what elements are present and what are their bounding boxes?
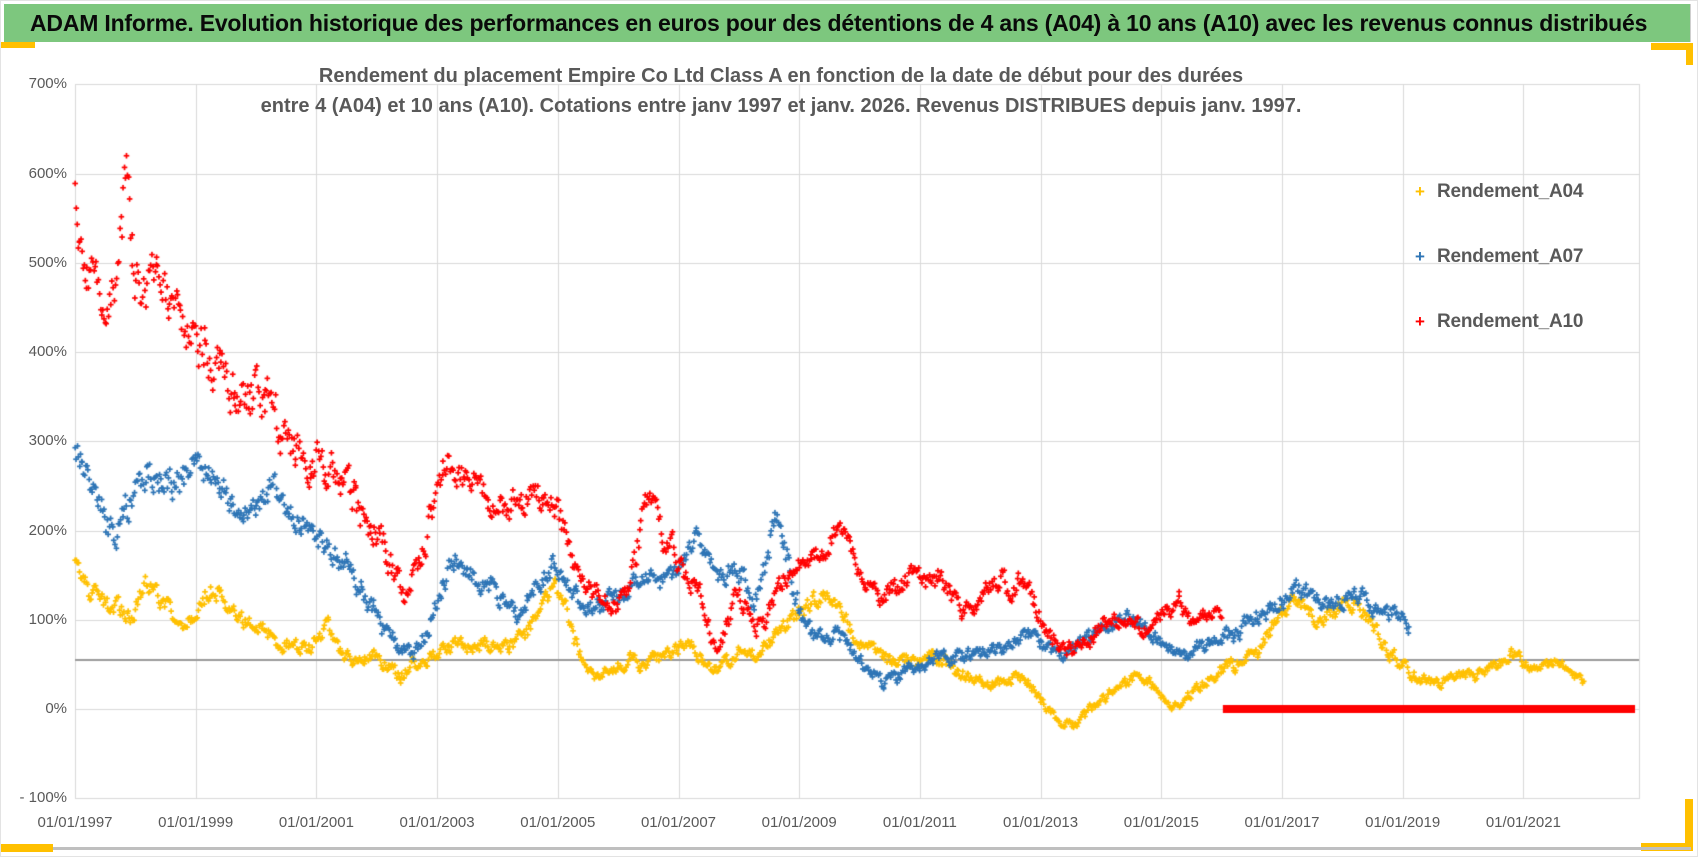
x-axis-tick-label: 01/01/1999 — [158, 814, 234, 831]
legend-label: Rendement_A07 — [1437, 245, 1584, 267]
y-axis-tick-label: 100% — [28, 610, 67, 628]
chart-title-line-2: entre 4 (A04) et 10 ans (A10). Cotations… — [260, 95, 1302, 117]
legend-label: Rendement_A04 — [1437, 180, 1584, 202]
x-axis-tick-label: 01/01/2019 — [1365, 814, 1441, 831]
x-axis-tick-label: 01/01/2011 — [882, 814, 957, 831]
legend-item-rendement-a10[interactable]: + Rendement_A10 — [1415, 289, 1635, 354]
chart-title-line-1: Rendement du placement Empire Co Ltd Cla… — [318, 65, 1244, 87]
y-axis-tick-label: 0% — [45, 700, 67, 717]
legend-label: Rendement_A10 — [1437, 310, 1584, 332]
y-axis-tick-label: 600% — [28, 164, 67, 182]
x-axis-tick-label: 01/01/2015 — [1123, 814, 1199, 831]
x-axis-tick-label: 01/01/2017 — [1244, 814, 1320, 831]
plus-marker-icon: + — [1415, 246, 1425, 266]
legend-item-rendement-a04[interactable]: + Rendement_A04 — [1415, 159, 1635, 224]
y-axis-tick-label: 200% — [28, 521, 67, 539]
x-axis-tick-label: 01/01/2021 — [1485, 814, 1561, 831]
plus-marker-icon: + — [1415, 311, 1425, 331]
chart-legend: + Rendement_A04 + Rendement_A07 + Rendem… — [1415, 159, 1635, 354]
x-axis-tick-label: 01/01/2003 — [399, 814, 475, 831]
x-axis-tick-label: 01/01/1997 — [37, 814, 113, 831]
y-axis-tick-label: 700% — [28, 75, 67, 93]
legend-item-rendement-a07[interactable]: + Rendement_A07 — [1415, 224, 1635, 289]
y-axis-tick-label: - 100% — [19, 789, 67, 807]
y-axis-tick-label: 300% — [28, 432, 67, 450]
plus-marker-icon: + — [1415, 181, 1425, 201]
x-axis-tick-label: 01/01/2013 — [1003, 814, 1079, 831]
y-axis-tick-label: 500% — [28, 253, 67, 271]
x-axis-tick-label: 01/01/2005 — [520, 814, 596, 831]
x-axis-tick-label: 01/01/2001 — [278, 814, 354, 831]
y-axis-tick-label: 400% — [28, 343, 67, 360]
x-axis-tick-label: 01/01/2009 — [761, 814, 837, 831]
chart-title: Rendement du placement Empire Co Ltd Cla… — [91, 61, 1471, 121]
x-axis-tick-label: 01/01/2007 — [640, 814, 717, 831]
